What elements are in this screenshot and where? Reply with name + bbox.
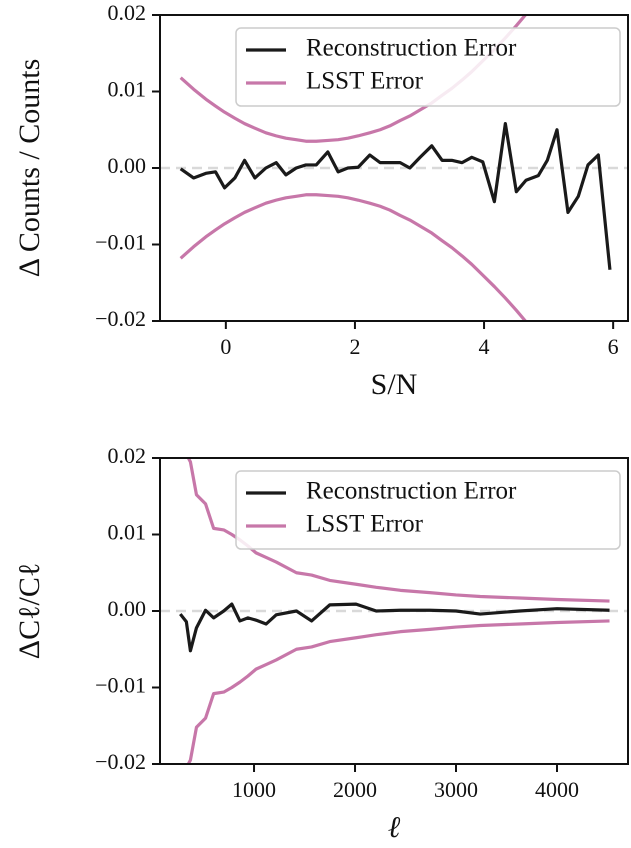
y-tick-label: 0.02 bbox=[108, 0, 147, 25]
y-tick-label: −0.01 bbox=[95, 673, 146, 698]
series-line bbox=[179, 602, 610, 653]
y-tick-label: 0.02 bbox=[108, 443, 147, 468]
y-tick-label: −0.02 bbox=[95, 306, 146, 331]
x-tick-label: 2000 bbox=[333, 777, 377, 802]
x-tick-label: 3000 bbox=[434, 777, 478, 802]
x-tick-label: 0 bbox=[220, 334, 231, 359]
x-tick-label: 4000 bbox=[535, 777, 579, 802]
legend-label: LSST Error bbox=[306, 511, 424, 538]
x-tick-label: 1000 bbox=[232, 777, 276, 802]
plot-area bbox=[160, 458, 628, 764]
legend-label: LSST Error bbox=[306, 68, 424, 95]
series-line bbox=[186, 458, 610, 603]
x-axis-label: S/N bbox=[371, 368, 418, 401]
x-axis-label: ℓ bbox=[388, 811, 401, 844]
x-tick-label: 4 bbox=[479, 334, 490, 359]
legend-label: Reconstruction Error bbox=[306, 35, 517, 62]
series-line bbox=[179, 193, 528, 321]
plot-area bbox=[160, 15, 628, 321]
legend-box bbox=[235, 470, 621, 550]
y-tick-label: 0.00 bbox=[108, 153, 147, 178]
y-tick-label: −0.02 bbox=[95, 749, 146, 774]
legend-box bbox=[235, 27, 621, 107]
y-tick-label: 0.01 bbox=[108, 77, 147, 102]
y-axis-label: Δ Counts / Counts bbox=[13, 59, 46, 278]
series-line bbox=[179, 15, 528, 143]
x-tick-label: 6 bbox=[608, 334, 619, 359]
legend-label: Reconstruction Error bbox=[306, 478, 517, 505]
y-tick-label: 0.00 bbox=[108, 596, 147, 621]
series-line bbox=[179, 122, 612, 270]
series-line bbox=[186, 619, 610, 764]
y-axis-label: ΔCℓ/Cℓ bbox=[13, 563, 46, 659]
x-tick-label: 2 bbox=[349, 334, 360, 359]
y-tick-label: −0.01 bbox=[95, 230, 146, 255]
y-tick-label: 0.01 bbox=[108, 520, 147, 545]
